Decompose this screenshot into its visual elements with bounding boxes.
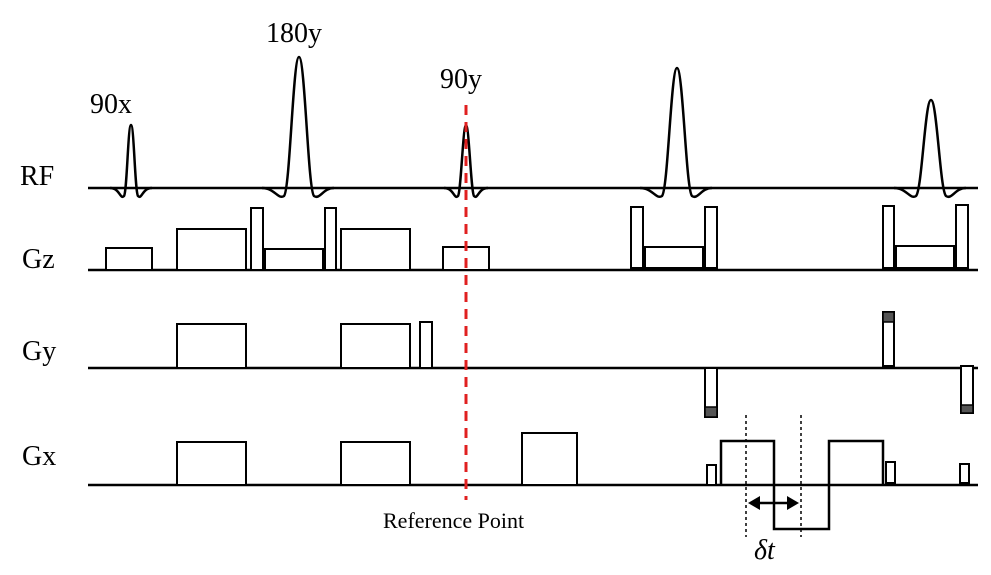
gy-crusher-2	[340, 323, 411, 369]
pulse-90y-label: 90y	[440, 64, 482, 95]
rf-row-label: RF	[20, 161, 54, 192]
gz-crusher-2	[340, 228, 411, 271]
reference-point-label: Reference Point	[383, 508, 524, 533]
gx-row-label: Gx	[22, 441, 56, 472]
gz-spike-4	[704, 206, 718, 269]
gy-row-label: Gy	[22, 336, 56, 367]
rf-pulse-180y	[261, 55, 335, 199]
gz-spike-3	[630, 206, 644, 269]
gy-phase-encode-3-shade	[960, 404, 974, 414]
gy-phase-encode-2-shade	[882, 311, 895, 323]
gx-spike-3	[959, 463, 970, 484]
gx-block-3	[521, 432, 578, 486]
rf-pulse-4	[639, 66, 713, 199]
gz-slice-select-1	[105, 247, 153, 271]
gz-spike-1	[250, 207, 264, 271]
gz-slice-select-5	[895, 245, 955, 269]
rf-pulse-5	[893, 98, 967, 199]
pulse-180y-label: 180y	[266, 18, 322, 49]
gz-row-label: Gz	[22, 244, 55, 275]
delta-t-arrow-left-head	[748, 496, 760, 510]
gy-crusher-1	[176, 323, 247, 369]
gx-spike-2	[885, 461, 896, 484]
gz-spike-2	[324, 207, 337, 271]
pulse-90x-label: 90x	[90, 89, 132, 120]
gz-spike-5	[882, 205, 895, 269]
gx-crusher-1	[176, 441, 247, 486]
delta-t-arrow-right-head	[787, 496, 799, 510]
gy-phase-encode-1-shade	[704, 406, 718, 418]
delta-t-label: δt	[754, 535, 776, 566]
gz-slice-select-4	[644, 246, 704, 269]
gy-spike-1	[419, 321, 433, 369]
gx-crusher-2	[340, 441, 411, 486]
gz-slice-select-2	[264, 248, 324, 271]
gz-spike-6	[955, 204, 969, 269]
gz-crusher-1	[176, 228, 247, 271]
rf-pulse-90x	[109, 123, 153, 199]
gx-spike-1	[706, 464, 717, 486]
